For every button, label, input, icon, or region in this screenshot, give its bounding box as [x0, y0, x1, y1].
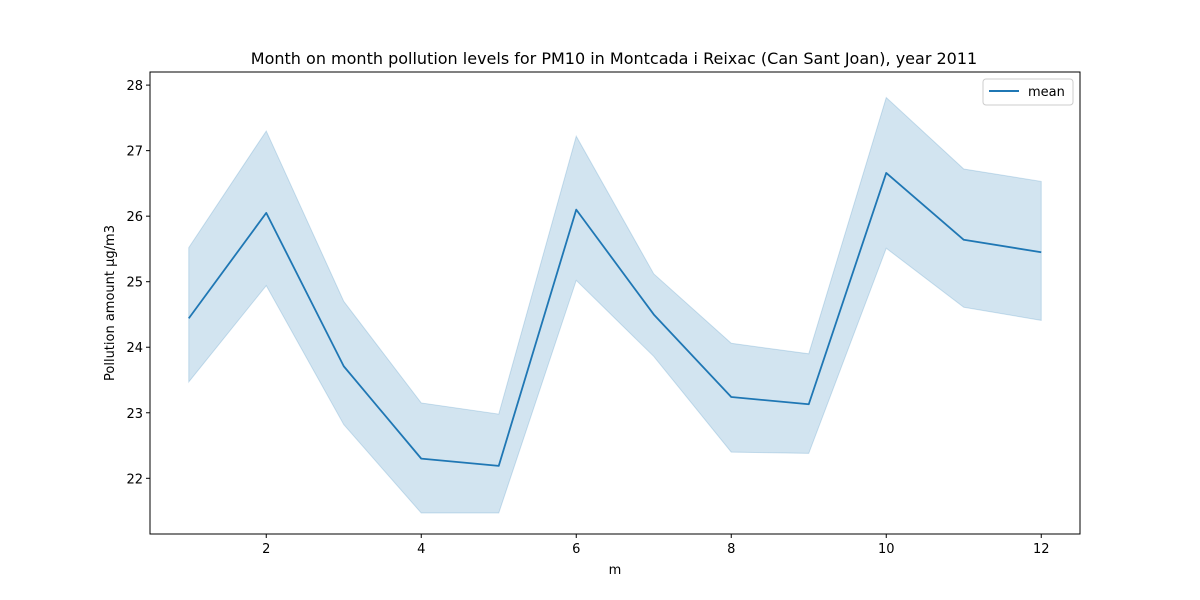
plot-frame	[149, 71, 1081, 535]
x-tick-label-2: 2	[262, 542, 270, 557]
series-line-layer	[188, 172, 1042, 467]
y-tick-label-22: 22	[126, 472, 143, 487]
legend: mean	[982, 78, 1074, 106]
x-tick-label-6: 6	[572, 542, 580, 557]
y-tick-label-23: 23	[126, 407, 143, 422]
y-tick-label-26: 26	[126, 210, 143, 225]
y-axis-label: Pollution amount µg/m3	[103, 225, 118, 381]
legend-label-mean: mean	[1028, 85, 1065, 100]
chart-title: Month on month pollution levels for PM10…	[251, 49, 977, 68]
x-axis-ticks: 2 4 6 8 10 12	[262, 534, 1050, 557]
x-axis-label: m	[609, 563, 622, 578]
y-tick-label-28: 28	[126, 79, 143, 94]
series-line-mean	[188, 172, 1042, 467]
confidence-band-mean	[188, 96, 1042, 514]
y-tick-label-27: 27	[126, 145, 143, 160]
x-tick-label-8: 8	[727, 542, 735, 557]
confidence-band-layer	[188, 96, 1042, 514]
legend-box	[982, 78, 1074, 106]
y-tick-label-24: 24	[126, 341, 143, 356]
y-axis-ticks: 22 23 24 25 26 27 28	[126, 79, 150, 487]
x-tick-label-10: 10	[878, 542, 895, 557]
y-tick-label-25: 25	[126, 276, 143, 291]
x-tick-label-12: 12	[1033, 542, 1050, 557]
x-tick-label-4: 4	[417, 542, 425, 557]
